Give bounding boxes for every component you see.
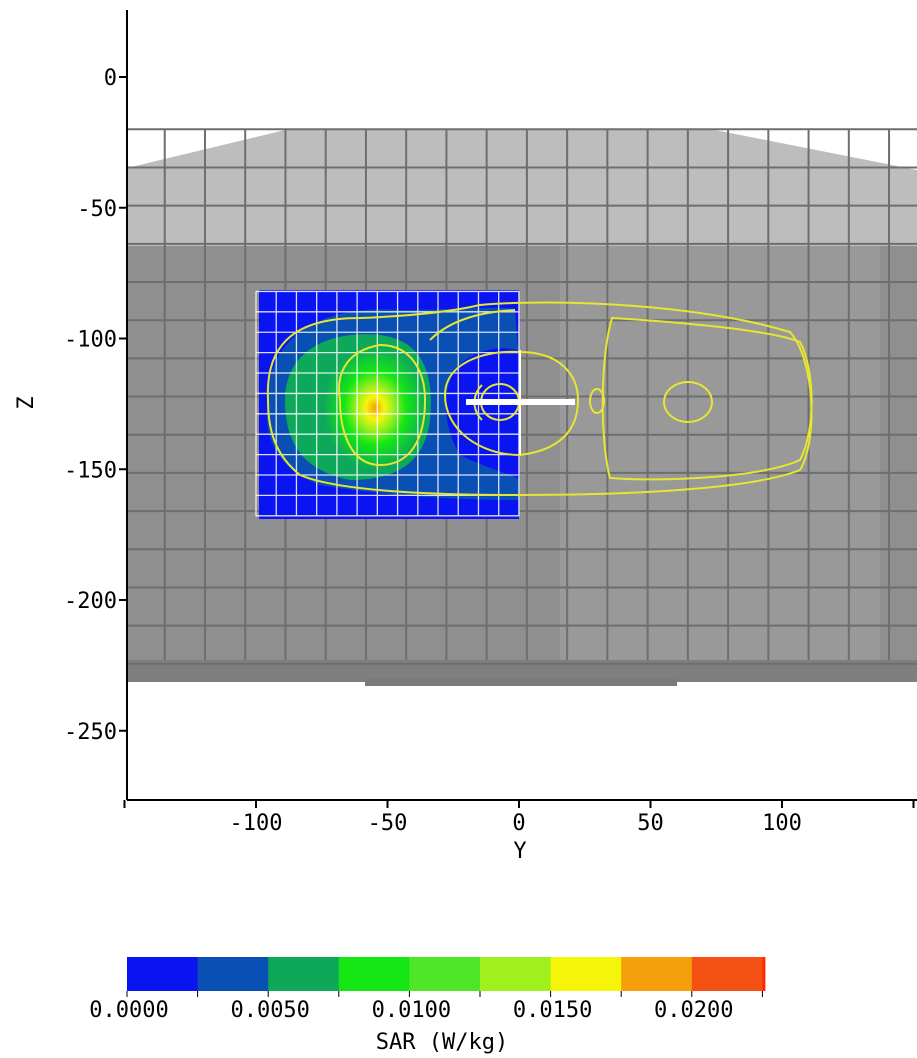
colorbar-tick-label: 0.0050 <box>230 998 309 1023</box>
phantom-inner-band <box>560 246 880 660</box>
outline-right-ring <box>663 381 713 423</box>
outline-upper <box>429 309 516 341</box>
x-tick-label: -100 <box>230 811 283 836</box>
device-outline <box>266 301 813 497</box>
colorbar-tick-label: 0.0150 <box>513 998 592 1023</box>
x-tick-label: -50 <box>368 811 408 836</box>
y-tick-label: -50 <box>77 197 117 222</box>
colorbar-swatch <box>480 957 552 991</box>
phantom-top-band <box>127 130 917 246</box>
colorbar-swatch <box>550 957 622 991</box>
outline-inner-left <box>338 343 427 467</box>
colorbar-tick-label: 0.0100 <box>372 998 451 1023</box>
colorbar-swatch <box>127 957 199 991</box>
colorbar-swatch <box>621 957 693 991</box>
colorbar-swatch <box>691 957 763 991</box>
phantom-bottom-band <box>127 660 917 682</box>
y-tick-label: -250 <box>64 720 117 745</box>
phantom-bottom-strip <box>365 678 677 686</box>
y-axis-title: Z <box>14 396 39 409</box>
sar-map <box>255 290 520 519</box>
feed-point-marker <box>466 350 575 455</box>
colorbar-tick-label: 0.0000 <box>89 998 168 1023</box>
phantom-grid <box>127 128 917 665</box>
y-axis: 0 -50 -100 -150 -200 -250 <box>64 10 128 800</box>
outline-small-ring <box>589 388 605 414</box>
sar-hotspot <box>323 346 427 470</box>
colorbar-tick-label: 0.0200 <box>654 998 733 1023</box>
x-tick-label: 0 <box>512 811 525 836</box>
x-axis-title: Y <box>513 839 526 864</box>
y-tick-label: -100 <box>64 328 117 353</box>
colorbar-swatch <box>197 957 269 991</box>
colorbar-title: SAR (W/kg) <box>376 1030 508 1055</box>
colorbar-swatch <box>338 957 410 991</box>
outline-mid <box>443 350 580 457</box>
y-tick-label: 0 <box>104 66 117 91</box>
x-tick-label: 100 <box>762 811 802 836</box>
outline-right-body <box>601 316 813 481</box>
x-axis: -100 -50 0 50 100 <box>123 799 917 836</box>
y-tick-label: -200 <box>64 589 117 614</box>
colorbar-end-cap <box>762 957 766 991</box>
y-tick-label: -150 <box>64 458 117 483</box>
phantom-layer <box>127 128 917 686</box>
x-tick-label: 50 <box>637 811 664 836</box>
colorbar-swatch <box>268 957 340 991</box>
colorbar-swatch <box>409 957 481 991</box>
colorbar: 0.0000 0.0050 0.0100 0.0150 0.0200 SAR (W/kg… <box>89 957 766 1055</box>
